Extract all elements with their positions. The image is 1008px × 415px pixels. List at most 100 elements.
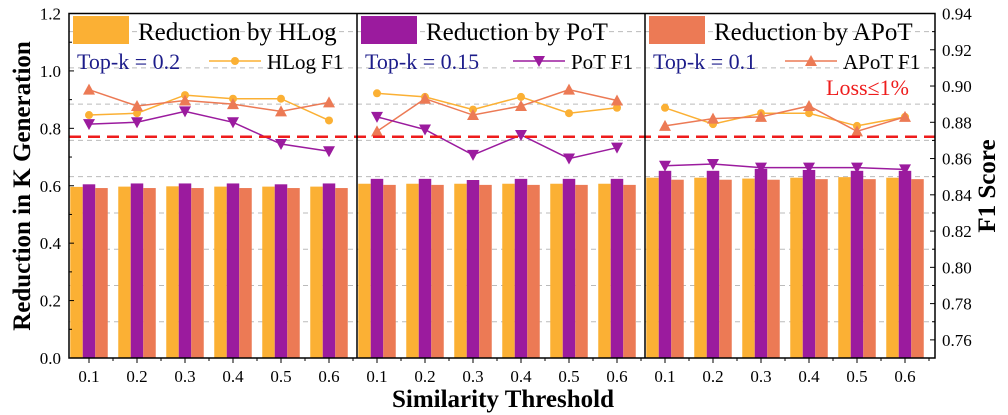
- bar-pot-p2: [562, 178, 576, 358]
- apot-f1-point: [707, 112, 719, 124]
- hlog-f1-point: [325, 116, 333, 125]
- x-tick-label: 0.6: [894, 367, 915, 386]
- y-right-tick-label: 0.92: [942, 41, 972, 60]
- apot-f1-line-p1: [88, 88, 330, 113]
- bar-pot-p2: [418, 178, 432, 358]
- y-right-tick-label: 0.82: [942, 222, 972, 241]
- bar-apot-p3: [671, 179, 684, 358]
- y-right-tick-label: 0.88: [942, 113, 972, 132]
- bar-hlog-p2: [598, 183, 611, 358]
- bar-pot-p1: [130, 183, 144, 358]
- legend-swatch-apot: [649, 16, 705, 44]
- bar-hlog-p2: [502, 183, 515, 358]
- x-tick-label: 0.1: [654, 367, 675, 386]
- hlog-f1-point: [231, 57, 239, 65]
- y-left-tick-label: 0.2: [40, 292, 61, 311]
- bar-pot-p2: [466, 180, 480, 358]
- bar-hlog-p2: [406, 183, 419, 358]
- pot-f1-line-p2: [376, 116, 618, 160]
- bar-apot-p3: [767, 179, 780, 358]
- pot-f1-point: [533, 56, 545, 67]
- bar-hlog-p1: [310, 186, 323, 358]
- y-right-tick-label: 0.80: [942, 258, 972, 277]
- bars: [70, 168, 924, 358]
- bar-pot-p3: [850, 170, 864, 358]
- bar-pot-p3: [802, 169, 816, 358]
- gridlines: [69, 31, 935, 323]
- x-axis-label: Similarity Threshold: [392, 386, 614, 413]
- pot-f1-point: [851, 162, 863, 174]
- bar-pot-p2: [514, 178, 528, 358]
- bar-apot-p3: [911, 179, 924, 358]
- bar-hlog-p3: [790, 177, 803, 358]
- apot-f1-point: [805, 55, 817, 66]
- apot-f1-point: [419, 92, 431, 104]
- pot-f1-line-p1: [88, 110, 330, 153]
- hlog-f1-point: [613, 103, 621, 112]
- bar-hlog-p1: [70, 186, 83, 358]
- bar-hlog-p3: [742, 178, 755, 358]
- bar-apot-p3: [719, 179, 732, 358]
- x-tick-label: 0.2: [126, 367, 147, 386]
- legend-line-label: HLog F1: [267, 50, 343, 74]
- y-axis-left-label: Reduction in K Generation: [9, 41, 36, 331]
- f1-lines: [69, 83, 935, 176]
- bar-apot-p2: [479, 184, 492, 358]
- apot-f1-point: [755, 110, 767, 122]
- apot-f1-point: [611, 94, 623, 106]
- legend-swatch-hlog: [73, 16, 129, 44]
- bar-apot-p1: [95, 188, 108, 358]
- bar-hlog-p1: [262, 186, 275, 358]
- hlog-f1-line-p2: [376, 92, 618, 114]
- bar-apot-p2: [623, 184, 636, 358]
- bar-hlog-p2: [454, 183, 467, 358]
- bar-apot-p1: [335, 188, 348, 358]
- y-left-tick-label: 0.0: [40, 349, 61, 368]
- legend-swatch-pot: [361, 16, 417, 44]
- topk-label: Top-k = 0.2: [77, 49, 180, 74]
- y-left-tick-label: 0.4: [40, 234, 62, 253]
- y-axis-right-label: F1 Score: [974, 139, 1001, 232]
- bar-apot-p1: [143, 188, 156, 358]
- pot-f1-line-p3: [664, 163, 906, 171]
- y-left-tick-label: 1.0: [40, 62, 61, 81]
- apot-f1-point: [131, 99, 143, 111]
- bar-apot-p2: [431, 184, 444, 358]
- bar-hlog-p1: [118, 186, 131, 358]
- hlog-f1-point: [805, 109, 813, 118]
- apot-f1-point: [371, 125, 383, 137]
- bar-pot-p3: [754, 168, 768, 358]
- apot-f1-point: [179, 94, 191, 106]
- pot-f1-point: [515, 129, 527, 141]
- y-right-tick-label: 0.86: [942, 150, 972, 169]
- pot-f1-point: [755, 162, 767, 174]
- pot-f1-point: [419, 124, 431, 136]
- bar-pot-p1: [274, 184, 288, 358]
- bar-hlog-p3: [646, 177, 659, 358]
- bar-hlog-p2: [550, 183, 563, 358]
- bar-apot-p1: [239, 188, 252, 358]
- bar-apot-p2: [383, 184, 396, 358]
- bar-hlog-p1: [166, 186, 179, 358]
- pot-f1-point: [131, 117, 143, 129]
- bar-hlog-p2: [358, 183, 371, 358]
- legend-bar-label: Reduction by APoT: [714, 19, 913, 46]
- apot-f1-point: [563, 83, 575, 95]
- hlog-f1-point: [373, 89, 381, 98]
- y-right-tick-label: 0.94: [942, 5, 972, 24]
- loss-threshold-label: Loss≤1%: [826, 75, 909, 100]
- bar-hlog-p3: [694, 177, 707, 358]
- topk-label: Top-k = 0.15: [365, 49, 479, 74]
- x-tick-label: 0.2: [414, 367, 435, 386]
- pot-f1-point: [227, 117, 239, 129]
- pot-f1-point: [371, 111, 383, 123]
- legend-bar-label: Reduction by HLog: [138, 19, 337, 46]
- bar-pot-p1: [322, 183, 336, 358]
- pot-f1-point: [179, 106, 191, 118]
- topk-label: Top-k = 0.1: [653, 49, 756, 74]
- bar-pot-p1: [82, 184, 96, 358]
- x-tick-label: 0.1: [78, 367, 99, 386]
- hlog-f1-point: [133, 109, 141, 118]
- pot-f1-point: [563, 153, 575, 165]
- x-tick-label: 0.4: [510, 367, 532, 386]
